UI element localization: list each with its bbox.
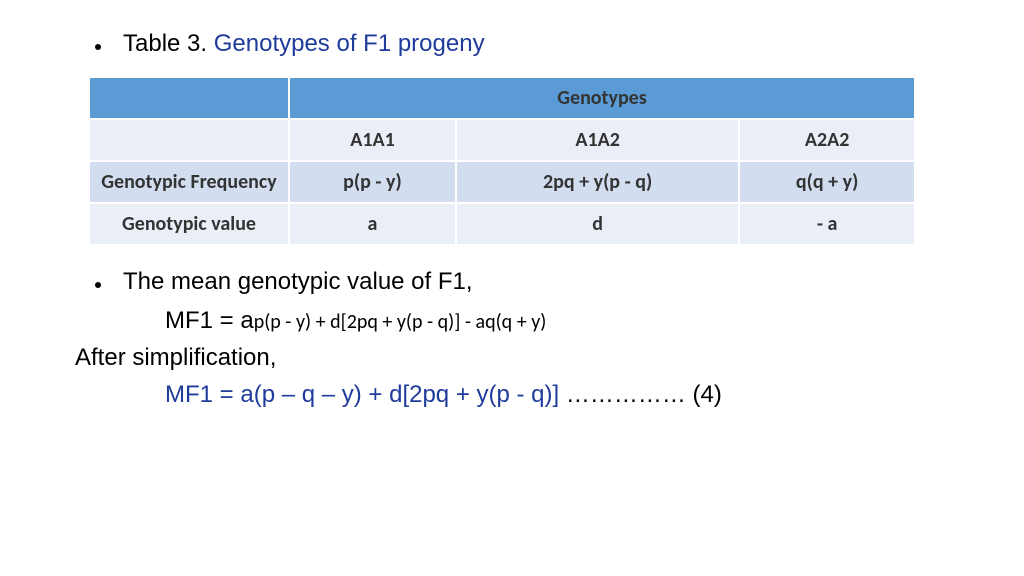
formula2-eq: MF1 = a(p – q – y) + d[2pq + y(p - q)] <box>165 381 559 408</box>
heading-prefix: Table 3. <box>123 30 214 57</box>
genotypes-table: Genotypes A1A1 A1A2 A2A2 Genotypic Frequ… <box>88 76 916 246</box>
formula1-line: MF1 = ap(p - y) + d[2pq + y(p - q)] - aq… <box>0 302 1024 339</box>
row-label: Genotypic Frequency <box>89 161 289 203</box>
table-cell: p(p - y) <box>289 161 456 203</box>
bullet-icon <box>95 282 101 288</box>
table-row: Genotypic value a d - a <box>89 203 915 245</box>
table-corner-cell <box>89 77 289 119</box>
slide: Table 3. Genotypes of F1 progeny Genotyp… <box>0 30 1024 414</box>
bullet2-row: The mean genotypic value of F1, <box>0 268 1024 296</box>
formula2-num: (4) <box>693 381 722 408</box>
table-row: Genotypic Frequency p(p - y) 2pq + y(p -… <box>89 161 915 203</box>
bullet2-text: The mean genotypic value of F1, <box>123 268 473 296</box>
table-cell: - a <box>739 203 915 245</box>
heading-title: Genotypes of F1 progeny <box>214 30 485 57</box>
after-simplification: After simplification, <box>0 339 1024 376</box>
table-cell: a <box>289 203 456 245</box>
table-header-row: Genotypes <box>89 77 915 119</box>
table-genotypes-header: Genotypes <box>289 77 915 119</box>
table-cell: q(q + y) <box>739 161 915 203</box>
table-subheader-empty <box>89 119 289 161</box>
formula2-line: MF1 = a(p – q – y) + d[2pq + y(p - q)] …… <box>0 376 1024 413</box>
formula1-rest: p(p - y) + d[2pq + y(p - q)] - aq(q + y) <box>254 310 547 334</box>
heading-text: Table 3. Genotypes of F1 progeny <box>123 30 485 58</box>
bullet-icon <box>95 44 101 50</box>
col-header: A2A2 <box>739 119 915 161</box>
row-label: Genotypic value <box>89 203 289 245</box>
heading-row: Table 3. Genotypes of F1 progeny <box>0 30 1024 58</box>
table-subheader-row: A1A1 A1A2 A2A2 <box>89 119 915 161</box>
col-header: A1A1 <box>289 119 456 161</box>
formula2-dots: …………… <box>559 381 692 408</box>
formula1-lead: MF1 = a <box>165 307 254 334</box>
col-header: A1A2 <box>456 119 739 161</box>
table-cell: 2pq + y(p - q) <box>456 161 739 203</box>
table-cell: d <box>456 203 739 245</box>
